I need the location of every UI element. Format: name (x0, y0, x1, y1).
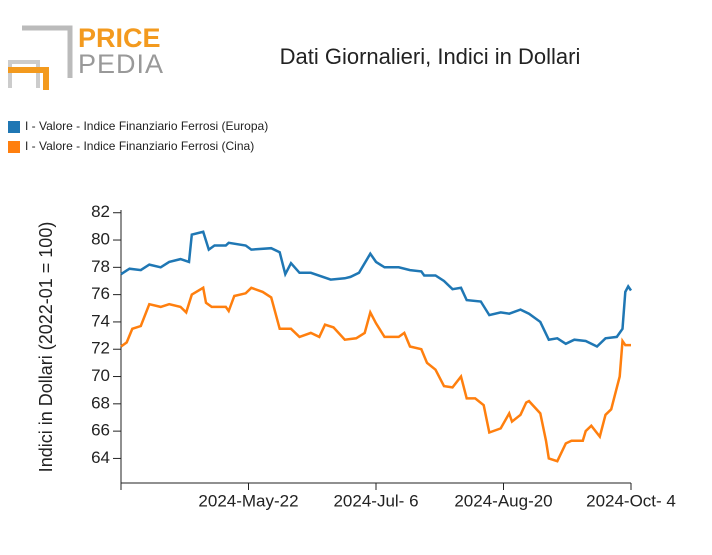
logo-text: PRICE (78, 23, 161, 53)
legend-label: I - Valore - Indice Finanziario Ferrosi … (25, 139, 254, 153)
y-tick-label: 66 (91, 421, 110, 440)
y-axis-label: Indici in Dollari (2022-01 = 100) (36, 222, 56, 473)
legend-swatch (8, 121, 20, 133)
series-line (120, 285, 631, 463)
y-tick-label: 72 (91, 339, 110, 358)
x-tick-label: 2024-Oct- 4 (586, 491, 676, 510)
legend-label: I - Valore - Indice Finanziario Ferrosi … (25, 119, 268, 133)
logo: PRICE PEDIA (8, 23, 164, 90)
y-tick-label: 80 (91, 230, 110, 249)
y-tick-label: 78 (91, 257, 110, 276)
chart-title: Dati Giornalieri, Indici in Dollari (280, 44, 581, 69)
logo-icon (8, 67, 49, 90)
legend-swatch (8, 141, 20, 153)
y-tick-label: 76 (91, 284, 110, 303)
y-tick-label: 64 (91, 448, 110, 467)
y-tick-label: 70 (91, 366, 110, 385)
x-tick-label: 2024-Aug-20 (454, 491, 552, 510)
logo-icon (22, 25, 73, 78)
y-tick-label: 74 (91, 311, 110, 330)
logo-text: PEDIA (78, 49, 164, 79)
y-tick-label: 82 (91, 202, 110, 221)
y-tick-label: 68 (91, 393, 110, 412)
series-line (120, 230, 633, 349)
x-tick-label: 2024-May-22 (198, 491, 298, 510)
logo-icon (8, 60, 40, 88)
x-tick-label: 2024-Jul- 6 (333, 491, 418, 510)
